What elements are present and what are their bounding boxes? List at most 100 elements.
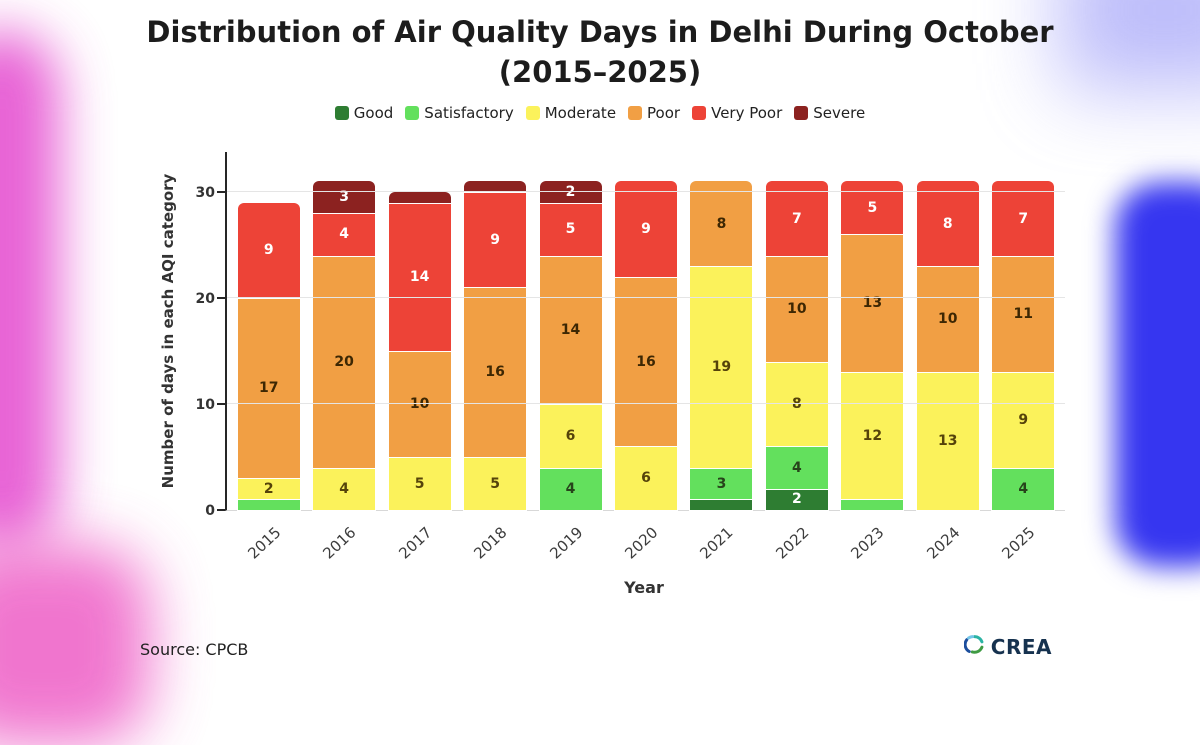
bar-segment-satisfactory: 3 (690, 467, 753, 500)
y-tick-label: 0 (205, 503, 215, 519)
bar-segment-good: 2 (765, 488, 828, 510)
bar-segment-poor: 10 (916, 266, 979, 373)
x-axis-title: Year (624, 578, 664, 597)
x-tick-label: 2016 (319, 523, 360, 563)
legend-swatch (628, 106, 643, 120)
gridline (227, 191, 1065, 192)
bars-row: 2 17 9 2015 4 20 4 3 2016 5 10 14 2017 5 16 9 2018 4 6 14 5 2… (227, 152, 1065, 563)
bar-value-label: 20 (334, 353, 354, 370)
stacked-bar: 2 17 9 (237, 202, 300, 510)
bar-value-label: 8 (716, 215, 727, 232)
bar-segment-severe (464, 181, 527, 193)
stacked-bar: 12 13 5 (841, 181, 904, 510)
stacked-bar: 13 10 8 (916, 181, 979, 510)
bar-value-label: 3 (716, 475, 727, 492)
bar-value-label: 2 (565, 184, 576, 201)
bar-value-label: 9 (1018, 411, 1029, 428)
bar-value-label: 3 (339, 189, 350, 206)
legend-swatch (334, 106, 349, 120)
bar-value-label: 4 (565, 480, 576, 497)
bar-value-label: 2 (792, 491, 802, 508)
bar-segment-severe (388, 192, 451, 203)
y-tick-mark (217, 403, 225, 405)
bar-value-label: 4 (1018, 480, 1029, 497)
bar-segment-poor: 14 (539, 255, 602, 405)
bar-segment-very-poor: 7 (992, 181, 1055, 256)
bar-value-label: 8 (942, 215, 953, 232)
bar-column-2018: 5 16 9 2018 (457, 152, 532, 563)
stacked-bar: 4 6 14 5 2 (539, 181, 602, 510)
y-tick-mark (217, 509, 225, 511)
bar-segment-moderate: 6 (539, 404, 602, 468)
legend-swatch (794, 106, 809, 120)
bar-segment-very-poor: 4 (313, 213, 376, 256)
legend-swatch (692, 106, 707, 120)
bar-segment-satisfactory: 4 (992, 467, 1055, 510)
bar-value-label: 8 (792, 396, 802, 413)
legend-item: Poor (628, 104, 680, 122)
bar-segment-poor: 16 (464, 287, 527, 457)
right-blue-blur (1115, 182, 1200, 567)
y-tick-mark (217, 297, 225, 299)
bar-column-2016: 4 20 4 3 2016 (306, 152, 381, 563)
stacked-bar: 5 10 14 (388, 192, 451, 510)
bar-value-label: 16 (485, 364, 505, 381)
bar-value-label: 17 (258, 380, 279, 397)
bar-value-label: 10 (938, 311, 958, 328)
bar-segment-poor: 11 (992, 255, 1055, 373)
legend-label: Severe (813, 104, 866, 122)
legend-item: Very Poor (692, 104, 782, 122)
x-tick-label: 2019 (545, 523, 587, 563)
bar-segment-moderate: 8 (765, 361, 828, 447)
legend-label: Very Poor (711, 104, 783, 122)
legend-item: Good (334, 104, 393, 122)
x-tick-label: 2018 (470, 523, 511, 563)
bar-segment-moderate: 13 (916, 372, 979, 510)
stacked-bar: 5 16 9 (464, 181, 527, 510)
y-tick-mark (217, 191, 225, 193)
bar-segment-very-poor: 8 (916, 181, 979, 267)
bar-column-2017: 5 10 14 2017 (382, 152, 457, 563)
bar-segment-moderate: 4 (313, 467, 376, 510)
chart-title-line2: (2015–2025) (498, 55, 702, 90)
bar-value-label: 13 (862, 295, 883, 312)
bar-value-label: 11 (1013, 305, 1033, 322)
chart-title: Distribution of Air Quality Days in Delh… (0, 12, 1200, 92)
bar-value-label: 14 (560, 321, 581, 338)
bar-value-label: 10 (409, 396, 430, 412)
legend-label: Poor (647, 104, 681, 122)
bar-segment-severe: 2 (539, 181, 602, 203)
x-tick-label: 2017 (394, 523, 436, 563)
crea-swirl-icon (963, 634, 985, 659)
bar-value-label: 12 (862, 427, 883, 444)
bar-segment-severe: 3 (313, 181, 376, 214)
bar-segment-poor: 17 (237, 298, 300, 479)
plot-area: 2 17 9 2015 4 20 4 3 2016 5 10 14 2017 5 16 9 2018 4 6 14 5 2… (196, 152, 1065, 563)
top-right-blue-blur (1060, 0, 1200, 90)
bar-segment-moderate: 6 (614, 446, 677, 510)
stacked-bar: 4 20 4 3 (313, 181, 376, 510)
chart-title-line1: Distribution of Air Quality Days in Delh… (146, 15, 1054, 49)
bar-value-label: 10 (787, 300, 807, 317)
bar-segment-very-poor: 5 (841, 181, 904, 235)
y-tick-label: 10 (195, 397, 215, 413)
bar-column-2024: 13 10 8 2024 (910, 152, 985, 563)
x-tick-label: 2021 (696, 523, 737, 563)
x-tick-label: 2024 (923, 523, 964, 563)
bar-value-label: 2 (263, 480, 274, 497)
bar-column-2023: 12 13 5 2023 (835, 152, 910, 563)
bar-segment-poor: 13 (841, 234, 904, 373)
bar-segment-poor: 16 (614, 276, 677, 447)
bar-value-label: 4 (339, 226, 350, 243)
bar-value-label: 14 (409, 268, 430, 285)
bar-column-2022: 2 4 8 10 7 2022 (759, 152, 834, 563)
bar-segment-satisfactory (237, 499, 300, 510)
y-tick-label: 20 (195, 291, 215, 307)
bar-value-label: 13 (938, 433, 958, 450)
legend-swatch (525, 106, 540, 120)
x-tick-label: 2020 (621, 523, 662, 563)
bar-column-2020: 6 16 9 2020 (608, 152, 683, 563)
bar-column-2021: 3 19 8 2021 (684, 152, 759, 563)
gridline (227, 403, 1065, 404)
bar-value-label: 9 (490, 231, 500, 248)
